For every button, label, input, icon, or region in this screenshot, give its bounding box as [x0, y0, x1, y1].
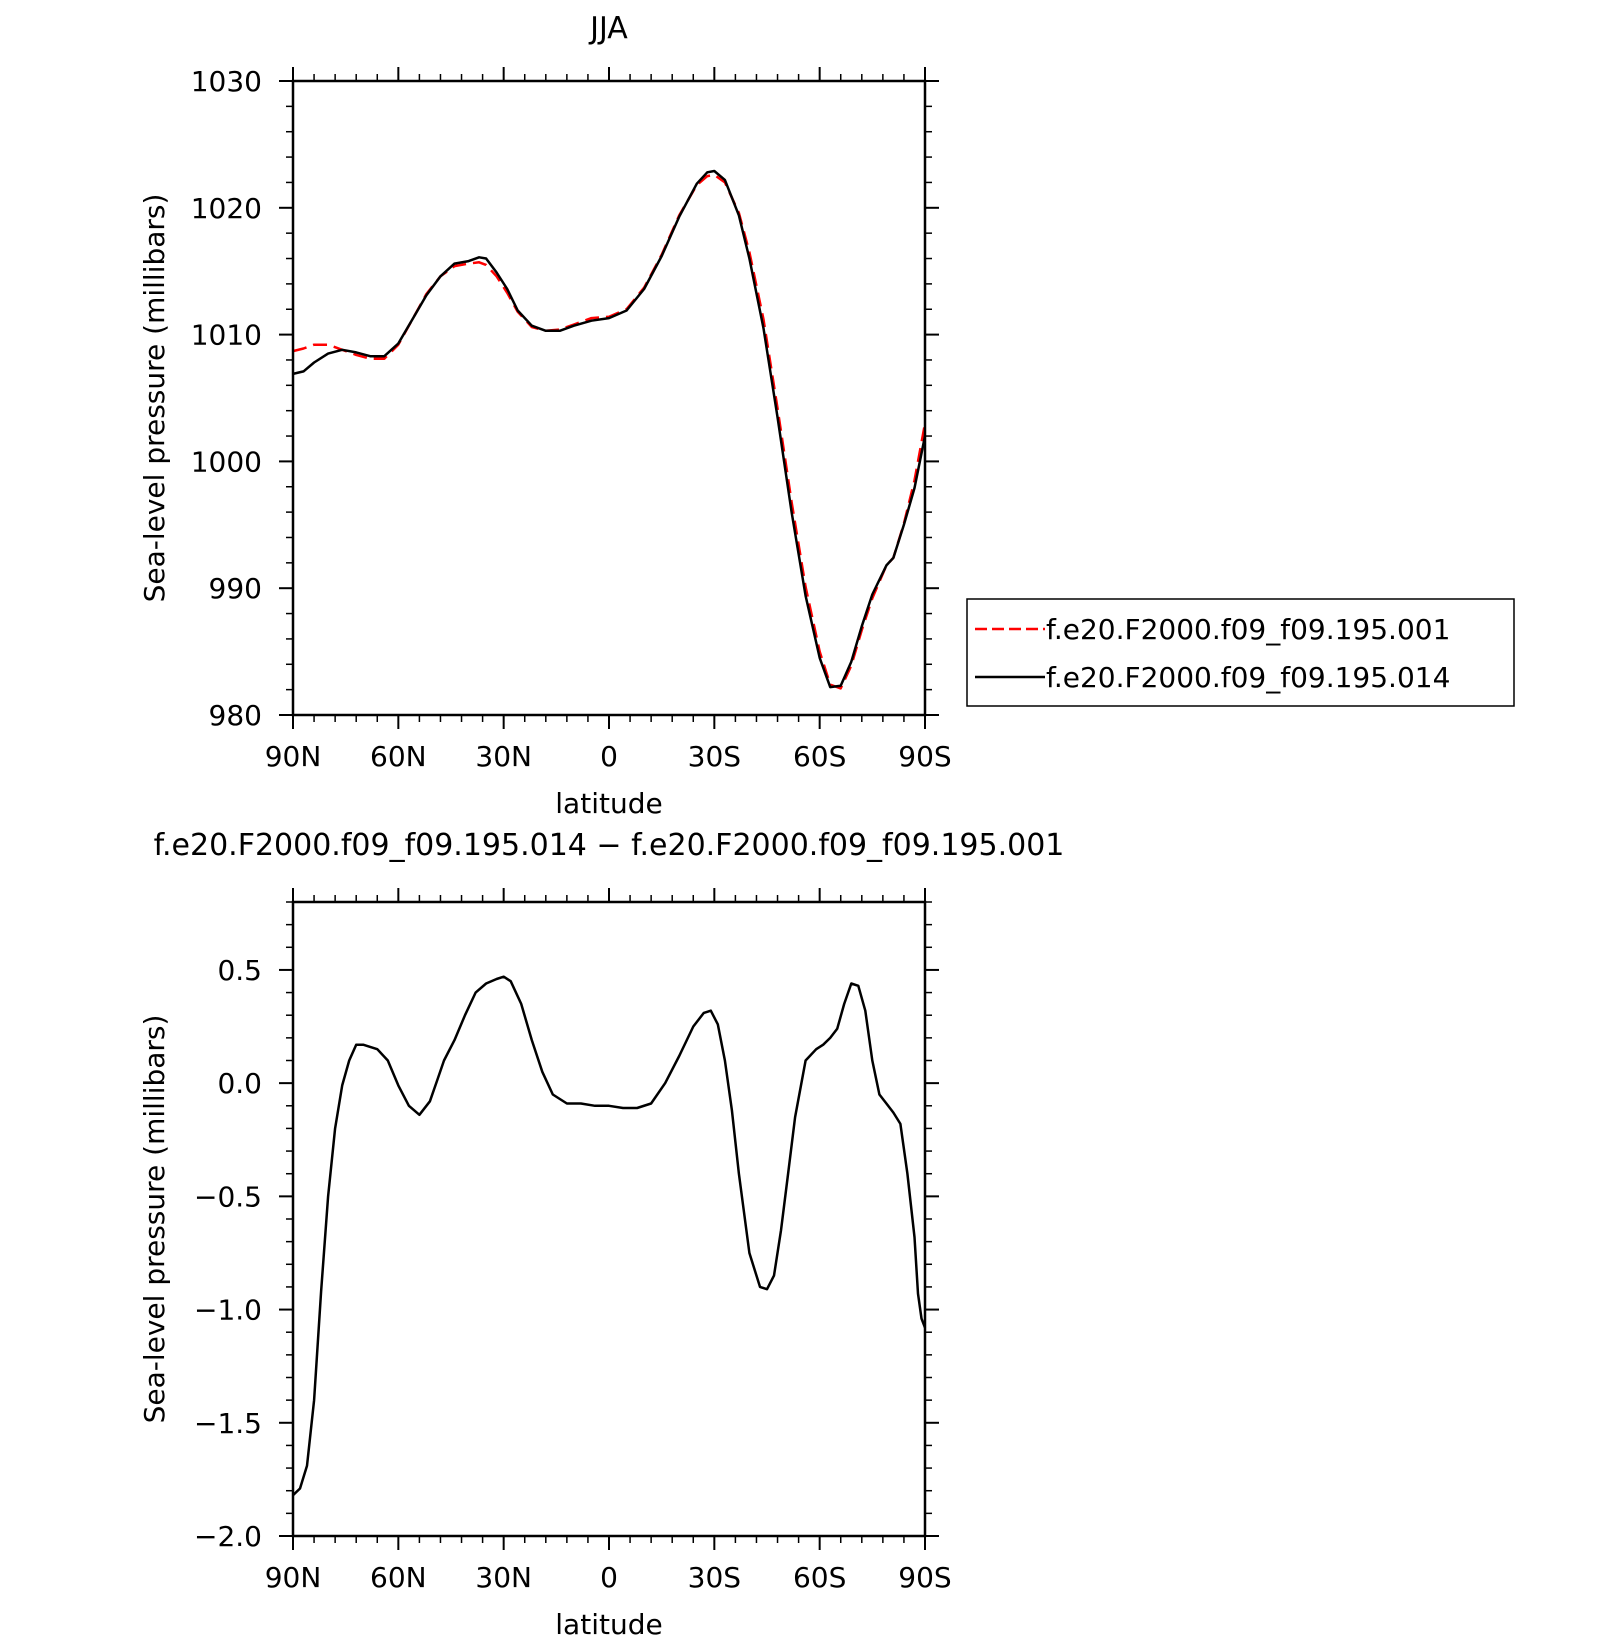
x-tick-label: 90N: [265, 1561, 322, 1594]
legend-label-series-001: f.e20.F2000.f09_f09.195.001: [1046, 613, 1450, 646]
bottom-chart-tick-labels: 90N 60N 30N 0 30S 60S 90S −2.0 −1.5 −1.0 −0.5 0.0 0.…: [194, 954, 952, 1594]
x-tick-label: 30S: [688, 740, 741, 773]
x-tick-label: 60S: [793, 740, 846, 773]
top-chart-tick-labels: 90N 60N 30N 0 30S 60S 90S 980 990 1000 1010 1020 103…: [191, 65, 952, 773]
y-tick-label: 980: [209, 699, 262, 732]
x-tick-label: 30N: [475, 1561, 532, 1594]
top-chart-legend: f.e20.F2000.f09_f09.195.001 f.e20.F2000.…: [966, 598, 1515, 707]
x-tick-label: 60N: [370, 1561, 427, 1594]
top-chart-y-axis-label: Sea-level pressure (millibars): [138, 194, 171, 603]
legend-label-series-014: f.e20.F2000.f09_f09.195.014: [1046, 661, 1450, 694]
y-tick-label: 1030: [191, 65, 262, 98]
top-chart-series-lines: [292, 169, 927, 690]
series-line-0: [292, 173, 927, 690]
x-tick-label: 0: [600, 740, 618, 773]
x-tick-label: 60S: [793, 1561, 846, 1594]
bottom-chart-plot-frame: [291, 900, 927, 1538]
x-tick-label: 90S: [898, 1561, 951, 1594]
y-tick-label: 0.5: [217, 954, 262, 987]
bottom-chart-title: f.e20.F2000.f09_f09.195.014 − f.e20.F200…: [154, 828, 1065, 863]
y-tick-label: 0.0: [217, 1067, 262, 1100]
y-tick-label: −1.0: [194, 1294, 262, 1327]
top-chart-title: JJA: [588, 11, 628, 46]
x-tick-label: 30S: [688, 1561, 741, 1594]
y-tick-label: −0.5: [194, 1180, 262, 1213]
top-chart-ticks: [279, 67, 939, 729]
legend-box: [966, 598, 1515, 707]
y-tick-label: −2.0: [194, 1520, 262, 1553]
y-tick-label: −1.5: [194, 1407, 262, 1440]
bottom-chart-ticks: [279, 888, 939, 1550]
series-line-0: [292, 975, 927, 1497]
top-chart-x-axis-label: latitude: [555, 787, 662, 820]
x-tick-label: 90S: [898, 740, 951, 773]
x-tick-label: 30N: [475, 740, 532, 773]
x-tick-label: 60N: [370, 740, 427, 773]
y-tick-label: 1020: [191, 192, 262, 225]
top-chart: JJA 90N 60N 30N 0 30S 60S 90S 980 990 1000 1010 102…: [138, 11, 1515, 820]
bottom-chart-series-lines: [292, 975, 927, 1497]
y-tick-label: 1010: [191, 319, 262, 352]
bottom-chart-y-axis-label: Sea-level pressure (millibars): [138, 1015, 171, 1424]
bottom-chart-x-axis-label: latitude: [555, 1608, 662, 1635]
bottom-chart: f.e20.F2000.f09_f09.195.014 − f.e20.F200…: [138, 828, 1064, 1635]
series-line-1: [292, 169, 927, 689]
y-tick-label: 990: [209, 572, 262, 605]
x-tick-label: 0: [600, 1561, 618, 1594]
top-chart-plot-frame: [291, 79, 927, 717]
y-tick-label: 1000: [191, 445, 262, 478]
x-tick-label: 90N: [265, 740, 322, 773]
